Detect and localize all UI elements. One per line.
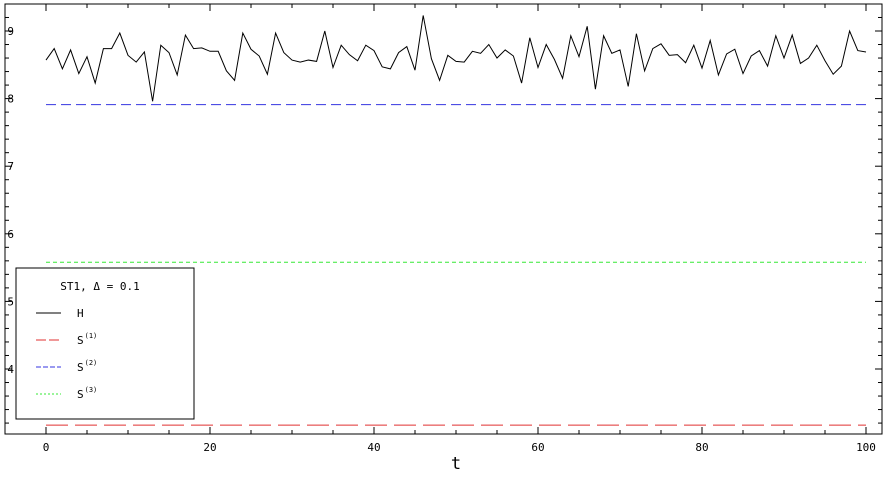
legend-label-base: H — [77, 307, 84, 320]
x-axis-title: t — [451, 454, 461, 474]
legend: ST1, Δ = 0.1 HS(1)S(2)S(3) — [16, 268, 194, 419]
y-tick-label: 5 — [7, 295, 14, 308]
y-tick-label: 9 — [7, 25, 14, 38]
x-tick-label: 40 — [367, 441, 380, 454]
y-tick-label: 8 — [7, 93, 14, 106]
legend-label-base: S — [77, 334, 84, 347]
y-tick-label: 7 — [7, 160, 14, 173]
x-tick-label: 100 — [856, 441, 876, 454]
legend-label-base: S — [77, 388, 84, 401]
legend-label-superscript: (2) — [85, 359, 98, 367]
x-tick-label: 80 — [695, 441, 708, 454]
legend-title: ST1, Δ = 0.1 — [60, 280, 139, 293]
legend-label: H — [77, 307, 84, 320]
x-tick-label: 0 — [43, 441, 50, 454]
x-tick-label: 20 — [203, 441, 216, 454]
y-tick-label: 6 — [7, 228, 14, 241]
y-tick-label: 4 — [7, 363, 14, 376]
x-tick-label: 60 — [531, 441, 544, 454]
legend-label-superscript: (1) — [85, 332, 98, 340]
series-line-h — [46, 15, 866, 101]
legend-label-superscript: (3) — [85, 386, 98, 394]
legend-label-base: S — [77, 361, 84, 374]
